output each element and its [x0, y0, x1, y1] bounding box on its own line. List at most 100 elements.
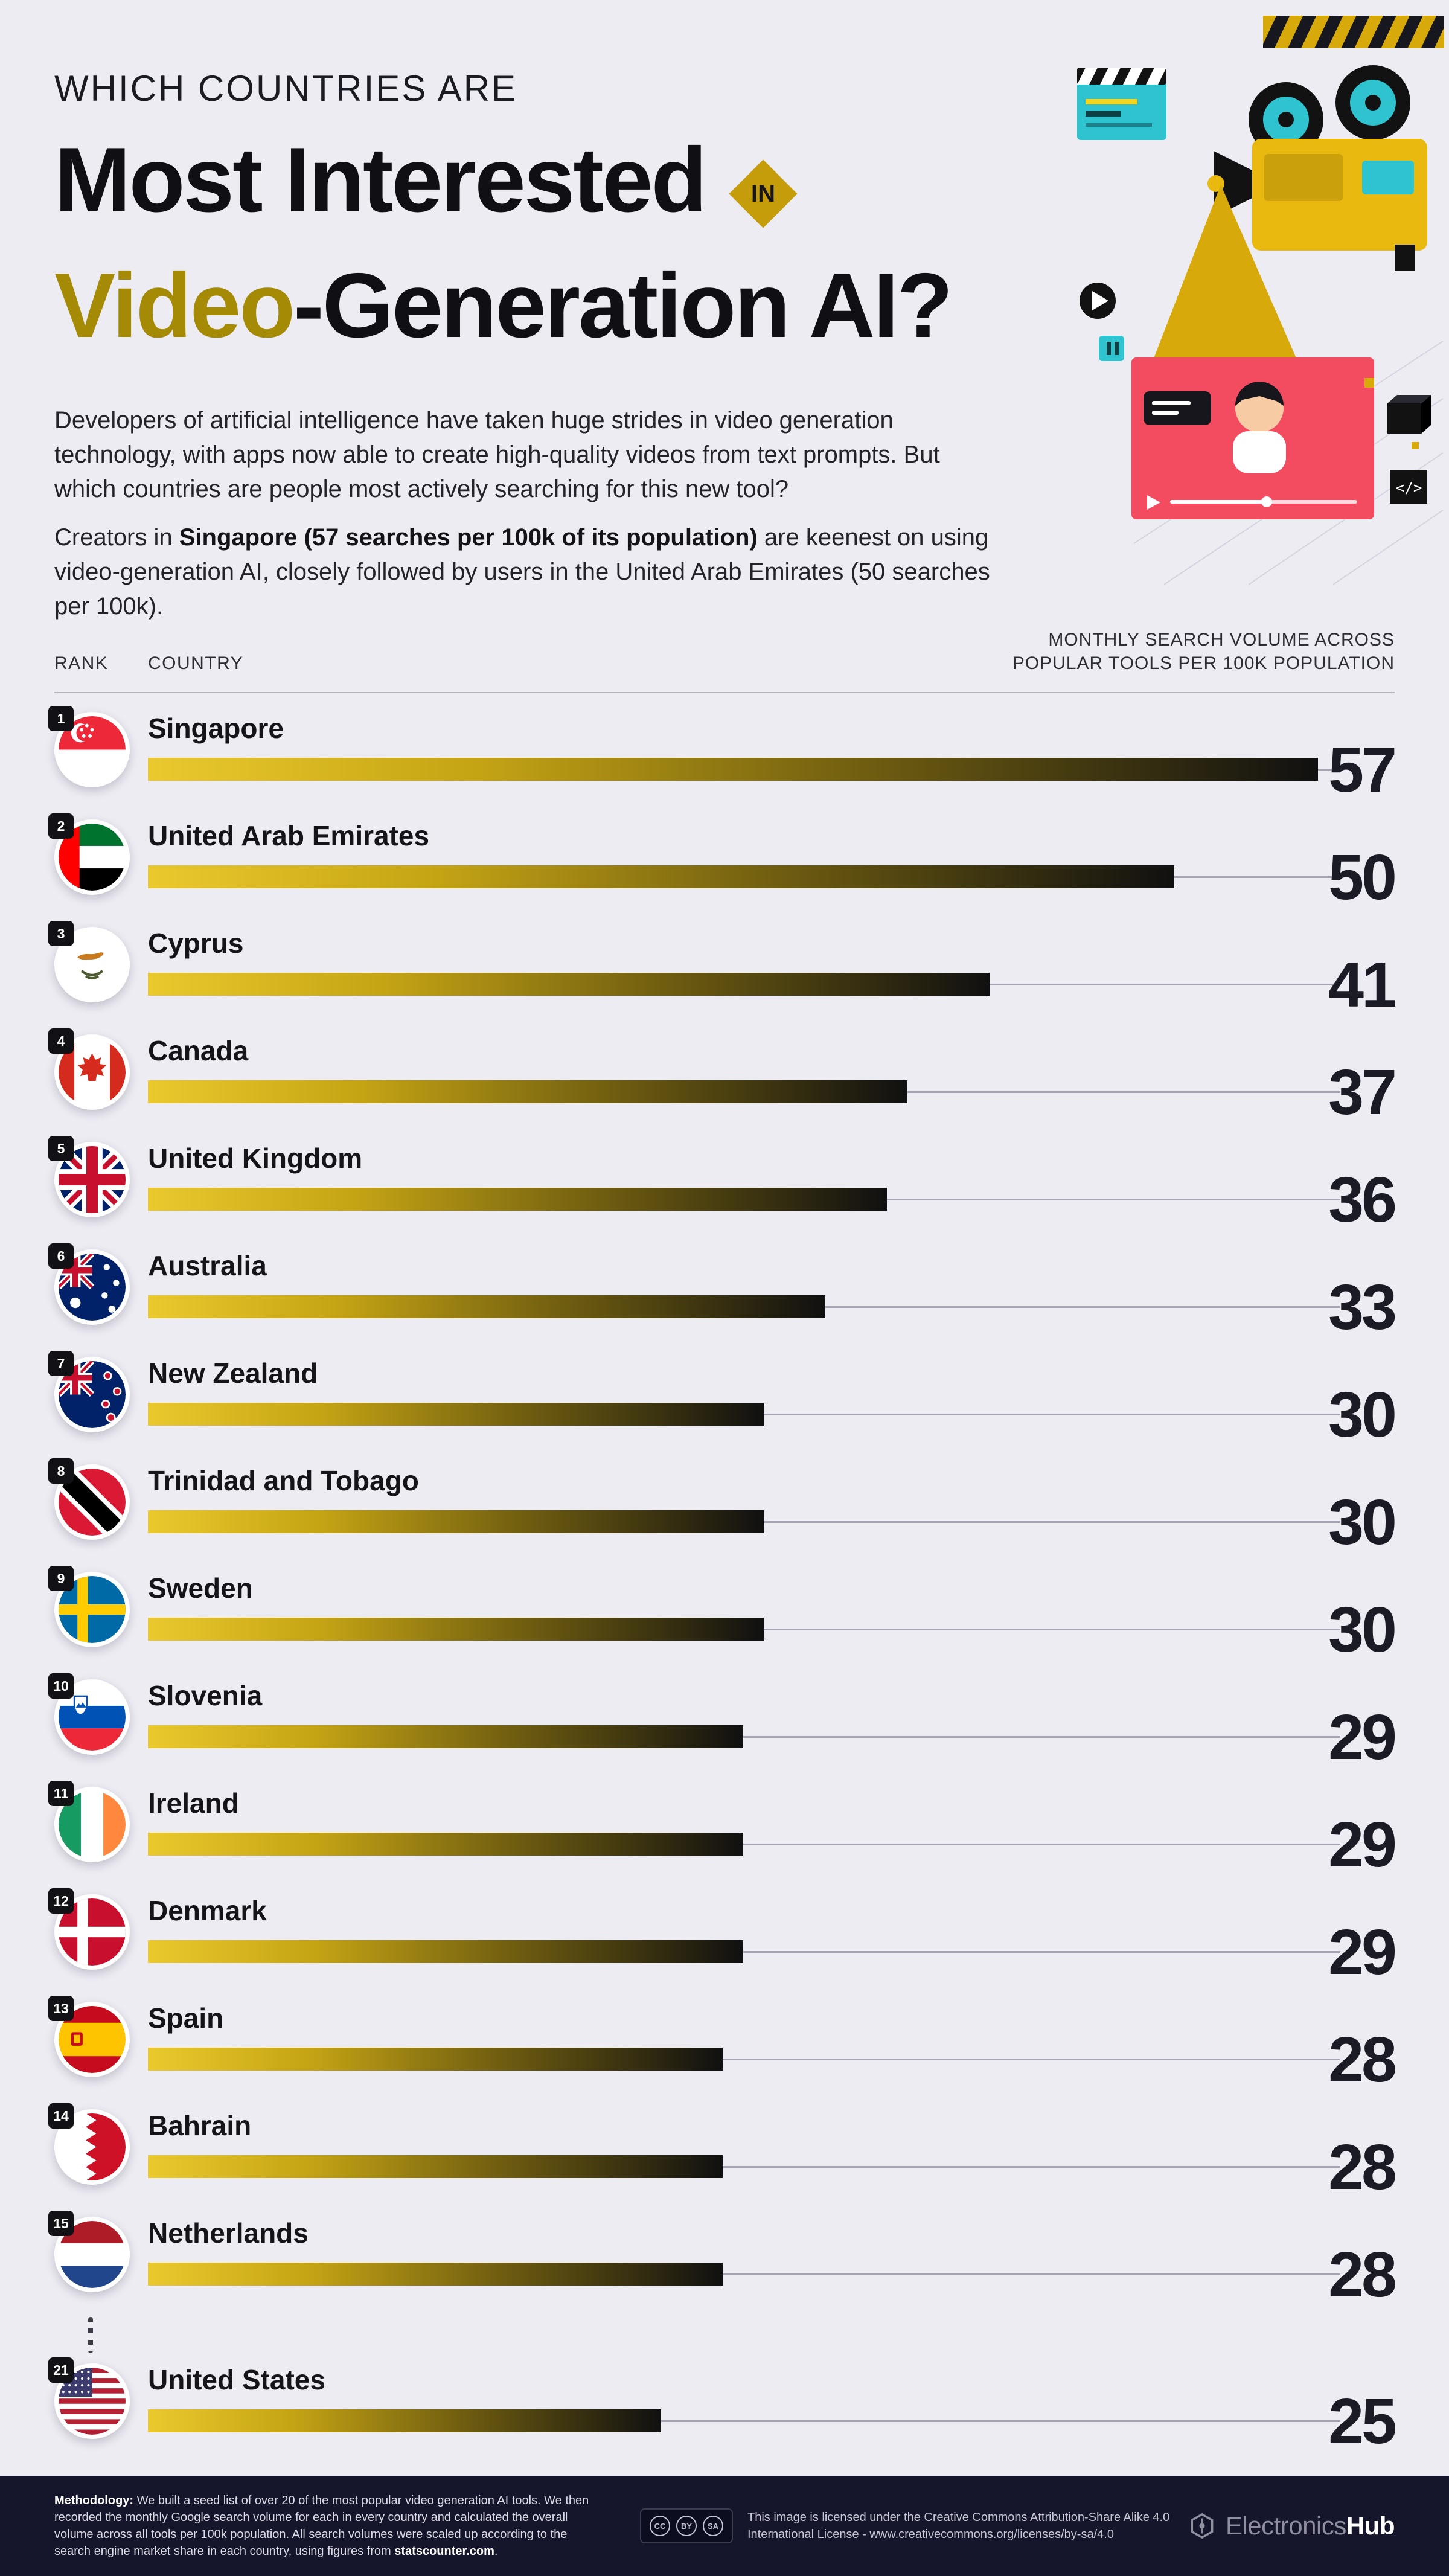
value-bar — [148, 1833, 743, 1856]
value-label: 29 — [1328, 1809, 1397, 1880]
rank-badge: 9 — [48, 1566, 74, 1591]
table-row: 15 Netherlands 28 — [48, 2208, 1397, 2316]
bar-track-line — [148, 2273, 1340, 2275]
value-label: 41 — [1328, 949, 1397, 1020]
code-cube-icon — [1387, 395, 1431, 434]
play-button-icon — [1080, 283, 1116, 319]
country-name: United Kingdom — [148, 1142, 363, 1174]
country-flag — [54, 1787, 130, 1862]
value-bar — [148, 1618, 764, 1641]
table-row: 5 United Kingdom 36 — [48, 1133, 1397, 1241]
hazard-stripes-decoration — [1263, 16, 1444, 48]
intro-paragraph: Developers of artificial intelligence ha… — [54, 407, 940, 502]
cc-by-icon: BY — [676, 2516, 697, 2536]
rank-badge: 5 — [48, 1136, 74, 1161]
value-bar — [148, 758, 1318, 781]
rank-badge: 11 — [48, 1781, 74, 1806]
column-header-country: COUNTRY — [148, 653, 244, 673]
country-name: New Zealand — [148, 1357, 318, 1389]
value-bar — [148, 1403, 764, 1426]
value-bar — [148, 2155, 723, 2178]
rank-gap — [54, 2316, 1395, 2355]
table-header: RANK COUNTRY MONTHLY SEARCH VOLUME ACROS… — [54, 628, 1395, 674]
rank-badge: 12 — [48, 1888, 74, 1914]
flag-us-icon — [59, 2368, 126, 2435]
cc-sa-icon: SA — [703, 2516, 723, 2536]
rank-badge: 8 — [48, 1458, 74, 1484]
table-row: 9 Sweden 30 — [48, 1563, 1397, 1671]
footer-bar: Methodology: We built a seed list of ove… — [0, 2476, 1449, 2576]
gap-dotted-line — [88, 2317, 93, 2353]
table-row: 21 United States 25 — [48, 2355, 1397, 2462]
column-header-value-line1: MONTHLY SEARCH VOLUME ACROSS — [1048, 630, 1395, 650]
country-name: Ireland — [148, 1787, 239, 1819]
cc-cc-icon: CC — [650, 2516, 670, 2536]
value-bar — [148, 1510, 764, 1533]
creative-commons-badge: CC BY SA — [640, 2508, 733, 2543]
flag-se-icon — [59, 1576, 126, 1643]
table-row: 2 United Arab Emirates 50 — [48, 811, 1397, 918]
table-row: 13 Spain 28 — [48, 1993, 1397, 2101]
rank-badge: 4 — [48, 1028, 74, 1054]
country-name: Spain — [148, 2002, 224, 2034]
value-label: 33 — [1328, 1272, 1397, 1343]
ranking-rows: 1 Singapore 57 2 United Arab Emirates 50… — [48, 703, 1397, 2462]
license-line1: This image is licensed under the Creativ… — [747, 2511, 1170, 2524]
value-bar — [148, 1080, 907, 1103]
table-row: 4 Canada 37 — [48, 1026, 1397, 1133]
value-label: 28 — [1328, 2132, 1397, 2203]
value-bar — [148, 2048, 723, 2071]
value-label: 50 — [1328, 842, 1397, 913]
country-name: United Arab Emirates — [148, 820, 430, 851]
value-bar — [148, 1940, 743, 1963]
bar-track-line — [148, 1951, 1340, 1953]
country-name: Cyprus — [148, 928, 244, 959]
methodology-period: . — [494, 2545, 498, 2558]
brand-white: Hub — [1346, 2511, 1395, 2540]
value-label: 57 — [1328, 734, 1397, 806]
hero-illustration: </> — [1077, 65, 1443, 585]
value-label: 25 — [1328, 2386, 1397, 2457]
page-title-line1: Most Interested IN — [54, 134, 804, 228]
country-name: Netherlands — [148, 2217, 309, 2249]
electronicshub-logo: ElectronicsHub — [1188, 2511, 1395, 2540]
country-name: Trinidad and Tobago — [148, 1465, 419, 1496]
title-rest: -Generation AI? — [293, 254, 953, 357]
lead-suffix: are keenest on using video-generation AI… — [54, 524, 990, 620]
video-screen — [1131, 357, 1374, 519]
license-block: CC BY SA This image is licensed under the … — [640, 2508, 1169, 2543]
value-label: 30 — [1328, 1487, 1397, 1558]
rank-badge: 3 — [48, 921, 74, 946]
pixel-accent — [1364, 378, 1374, 388]
code-tag-cube-icon: </> — [1390, 470, 1427, 504]
rank-badge: 7 — [48, 1351, 74, 1376]
table-row: 11 Ireland 29 — [48, 1778, 1397, 1886]
country-name: Slovenia — [148, 1680, 263, 1711]
country-name: Australia — [148, 1250, 267, 1281]
rank-badge: 2 — [48, 813, 74, 839]
header-divider — [54, 692, 1395, 693]
rank-badge: 15 — [48, 2211, 74, 2236]
country-flag — [54, 2363, 130, 2439]
rank-badge: 14 — [48, 2103, 74, 2129]
methodology-text: Methodology: We built a seed list of ove… — [54, 2492, 598, 2560]
license-text: This image is licensed under the Creativ… — [747, 2509, 1169, 2543]
table-row: 7 New Zealand 30 — [48, 1348, 1397, 1456]
value-label: 28 — [1328, 2024, 1397, 2095]
value-bar — [148, 973, 990, 996]
projector-beam — [1145, 185, 1307, 382]
country-name: Bahrain — [148, 2110, 252, 2141]
column-header-rank: RANK — [54, 653, 109, 673]
country-name: Denmark — [148, 1895, 267, 1926]
value-bar — [148, 1295, 825, 1318]
flag-nz-icon — [59, 1361, 126, 1428]
license-line2: International License - www.creativecomm… — [747, 2528, 1114, 2541]
rank-badge: 6 — [48, 1243, 74, 1269]
country-name: Canada — [148, 1035, 249, 1066]
brand-gray: Electronics — [1225, 2511, 1346, 2540]
country-flag — [54, 2109, 130, 2185]
lead-prefix: Creators in — [54, 524, 179, 551]
methodology-body: We built a seed list of over 20 of the m… — [54, 2494, 589, 2558]
value-bar — [148, 2263, 723, 2286]
table-row: 14 Bahrain 28 — [48, 2101, 1397, 2208]
